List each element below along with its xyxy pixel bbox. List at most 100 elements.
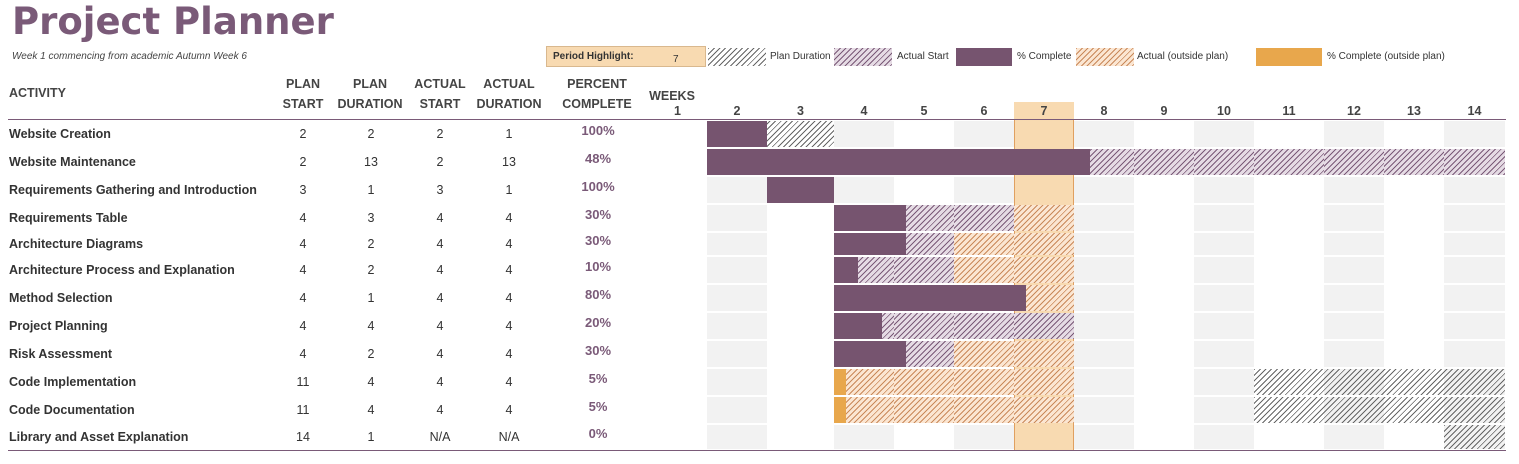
percent-complete-header: PERCENT COMPLETE — [562, 77, 632, 111]
percent-complete-cell: 0% — [588, 426, 608, 441]
grid-cell — [707, 285, 767, 311]
actual-duration-cell: 1 — [505, 127, 513, 141]
grid-cell — [1074, 425, 1134, 449]
percent-complete-cell: 30% — [584, 207, 612, 222]
actual-bar — [894, 257, 954, 283]
plan-start-cell: 4 — [299, 291, 307, 305]
actual-start-cell: 4 — [436, 211, 444, 225]
plan-duration-cell: 1 — [367, 430, 375, 444]
actual-duration-cell: 4 — [505, 319, 513, 333]
percent-complete-bar — [707, 121, 767, 147]
activity-header: ACTIVITY — [9, 86, 66, 100]
grid-cell — [1074, 121, 1134, 147]
grid-cell — [1194, 233, 1254, 255]
percent-complete-cell: 48% — [584, 151, 612, 166]
legend-actual-start-label: Actual Start — [897, 51, 949, 62]
grid-cell — [1134, 369, 1194, 395]
percent-complete-bar — [834, 285, 1026, 311]
grid-cell — [1254, 285, 1324, 311]
grid-cell — [767, 257, 834, 283]
grid-cell — [1194, 177, 1254, 203]
grid-cell — [1074, 233, 1134, 255]
period-highlight-label: Period Highlight: — [553, 51, 634, 62]
plan-start-cell: 4 — [299, 319, 307, 333]
period-highlight-box[interactable] — [546, 46, 706, 67]
grid-cell — [1194, 257, 1254, 283]
actual-duration-cell: 4 — [505, 375, 513, 389]
activity-name: Method Selection — [9, 291, 113, 305]
actual-start-cell: 4 — [436, 403, 444, 417]
actual-bar — [1324, 149, 1384, 175]
grid-cell — [1324, 121, 1384, 147]
grid-cell — [767, 425, 834, 449]
period-highlight-value[interactable]: 7 — [673, 54, 679, 65]
actual-bar — [1194, 149, 1254, 175]
grid-cell — [767, 313, 834, 339]
week-label-4: 4 — [860, 104, 868, 118]
grid-cell — [954, 121, 1014, 147]
actual-duration-cell: 4 — [505, 263, 513, 277]
grid-cell — [1324, 257, 1384, 283]
week-label-1: 1 — [674, 104, 681, 118]
grid-cell — [1194, 285, 1254, 311]
percent-complete-cell: 80% — [584, 287, 612, 302]
grid-cell — [894, 177, 954, 203]
plan-duration-cell: 4 — [367, 403, 375, 417]
actual-duration-header: ACTUAL DURATION — [476, 77, 542, 111]
plan-start-header: PLAN START — [282, 77, 324, 111]
legend-percent-complete-label: % Complete — [1017, 51, 1072, 62]
grid-cell — [894, 425, 954, 449]
actual-start-header: ACTUAL START — [414, 77, 466, 111]
grid-cell — [1254, 425, 1324, 449]
actual-start-cell: 4 — [436, 263, 444, 277]
actual-outside-plan-bar — [954, 397, 1014, 423]
week-label-9: 9 — [1160, 104, 1168, 118]
plan-duration-header: PLAN DURATION — [337, 77, 403, 111]
grid-cell — [1074, 397, 1134, 423]
grid-cell — [707, 397, 767, 423]
grid-cell — [1324, 233, 1384, 255]
actual-outside-plan-bar — [954, 341, 1014, 367]
percent-complete-bar — [767, 177, 834, 203]
grid-cell — [1444, 233, 1505, 255]
grid-cell — [707, 369, 767, 395]
activity-name: Architecture Diagrams — [9, 237, 144, 251]
actual-start-cell: 4 — [436, 291, 444, 305]
week-label-11: 11 — [1282, 104, 1296, 118]
grid-cell — [767, 341, 834, 367]
grid-cell — [1134, 257, 1194, 283]
plan-start-cell: 4 — [299, 237, 307, 251]
activity-name: Website Maintenance — [9, 155, 136, 169]
actual-outside-plan-bar — [1014, 341, 1074, 367]
actual-duration-cell: 4 — [505, 403, 513, 417]
week-label-2: 2 — [733, 104, 741, 118]
actual-outside-plan-bar — [1014, 369, 1074, 395]
plan-start-cell: 11 — [296, 375, 310, 389]
grid-cell — [1074, 341, 1134, 367]
grid-cell — [707, 177, 767, 203]
grid-cell — [1324, 285, 1384, 311]
legend-percent-complete-swatch — [956, 48, 1012, 66]
legend-plan-duration-swatch — [708, 48, 766, 66]
actual-outside-plan-bar — [1014, 233, 1074, 255]
grid-cell — [894, 121, 954, 147]
legend-complete-outside-swatch — [1256, 48, 1322, 66]
grid-cell — [1194, 313, 1254, 339]
grid-cell — [834, 177, 894, 203]
plan-start-cell: 11 — [296, 403, 310, 417]
actual-outside-plan-bar — [1014, 205, 1074, 231]
percent-complete-bar — [834, 205, 906, 231]
grid-cell — [1254, 205, 1324, 231]
percent-complete-cell: 30% — [584, 233, 612, 248]
grid-cell — [1254, 313, 1324, 339]
plan-start-cell: 2 — [299, 127, 307, 141]
grid-cell — [1134, 313, 1194, 339]
grid-cell — [1074, 257, 1134, 283]
activity-name: Code Documentation — [9, 403, 135, 417]
actual-outside-plan-bar — [954, 369, 1014, 395]
percent-complete-cell: 100% — [581, 123, 615, 138]
grid-cell — [834, 121, 894, 147]
grid-cell — [1254, 341, 1324, 367]
weeks-header: WEEKS — [649, 89, 695, 103]
week-label-5: 5 — [920, 104, 928, 118]
